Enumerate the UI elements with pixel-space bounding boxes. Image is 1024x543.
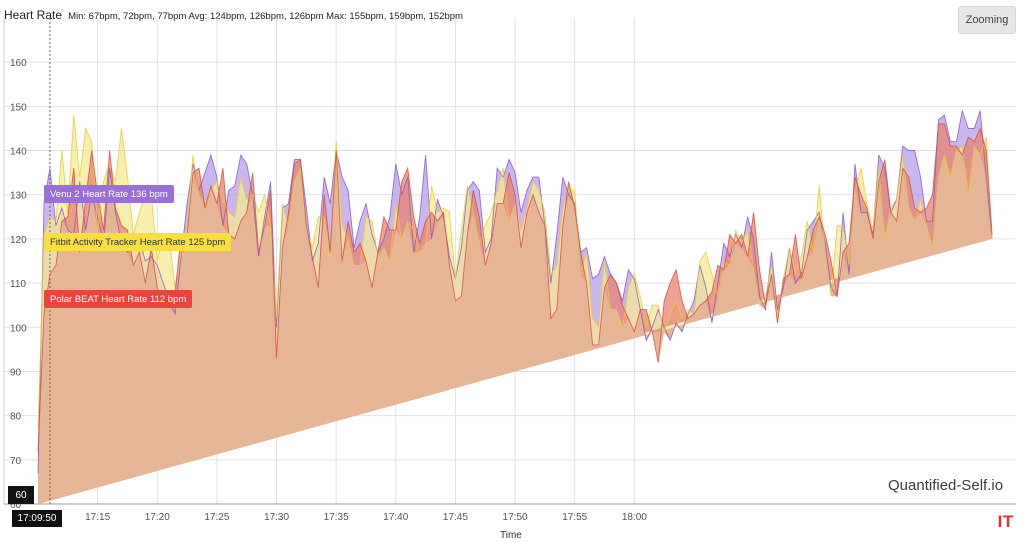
y-tick-label: 80	[10, 412, 22, 423]
watermark: Quantified-Self.io	[888, 477, 1004, 494]
x-tick-label: 17:35	[324, 512, 349, 523]
touchit-watermark: TOUCHIT	[935, 512, 1014, 532]
y-tick-label: 60	[10, 500, 22, 511]
x-tick-label: 17:25	[204, 512, 229, 523]
y-tick-label: 160	[10, 58, 27, 69]
fitbit-tooltip: Fitbit Activity Tracker Heart Rate 125 b…	[44, 233, 232, 251]
x-tick-label: 17:50	[503, 512, 528, 523]
x-tick-label: 17:15	[85, 512, 110, 523]
y-tick-label: 150	[10, 102, 27, 113]
series-lines	[37, 109, 993, 474]
series-areas	[38, 110, 993, 505]
y-tick-label: 100	[10, 323, 27, 334]
crosshair-x-label: 17:09:50	[12, 510, 62, 527]
crosshair-y-label: 60	[8, 486, 34, 504]
series-line-polar	[37, 123, 993, 452]
touchit-b: IT	[997, 512, 1014, 531]
y-tick-label: 110	[10, 279, 26, 290]
chart-title: Heart Rate	[4, 8, 63, 22]
x-tick-label: 17:55	[562, 512, 587, 523]
zooming-button[interactable]: Zooming	[958, 6, 1016, 34]
y-tick-label: 120	[10, 235, 27, 246]
y-tick-label: 70	[10, 456, 22, 467]
y-tick-label: 140	[10, 147, 27, 158]
venu-tooltip: Venu 2 Heart Rate 136 bpm	[44, 185, 174, 203]
x-tick-label: 18:00	[622, 512, 647, 523]
x-tick-label: 17:45	[443, 512, 468, 523]
x-tick-label: 17:30	[264, 512, 289, 523]
y-tick-label: 90	[10, 367, 22, 378]
x-axis-title: Time	[500, 530, 522, 541]
overlap-area	[38, 146, 993, 504]
x-tick-label: 17:20	[145, 512, 170, 523]
chart-stats: Min: 67bpm, 72bpm, 77bpm Avg: 124bpm, 12…	[68, 11, 463, 22]
chart-header: Heart Rate Min: 67bpm, 72bpm, 77bpm Avg:…	[4, 8, 463, 22]
x-tick-label: 17:40	[383, 512, 408, 523]
y-tick-label: 130	[10, 191, 27, 202]
touchit-a: TOUCH	[935, 512, 998, 531]
axis-labels: 60 70 80 90 100 110 120 130 140 150 160 17:15 17:20 1…	[10, 58, 647, 523]
polar-tooltip: Polar BEAT Heart Rate 112 bpm	[44, 290, 193, 308]
